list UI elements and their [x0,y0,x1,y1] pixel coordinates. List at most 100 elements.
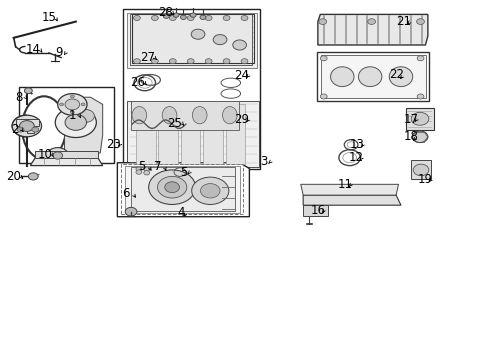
Circle shape [191,177,228,204]
Text: 12: 12 [348,151,363,164]
Bar [320,55,425,98]
Polygon shape [64,97,102,153]
Circle shape [151,59,158,64]
Circle shape [205,15,212,21]
Circle shape [320,56,326,61]
Text: 2: 2 [11,123,19,136]
Text: 19: 19 [417,173,432,186]
Circle shape [320,94,326,99]
Text: 11: 11 [337,178,351,191]
Text: 27: 27 [140,51,155,64]
Text: 16: 16 [310,204,325,217]
Circle shape [200,15,205,19]
Text: 26: 26 [130,76,145,89]
Text: 10: 10 [38,148,52,161]
Ellipse shape [358,67,381,86]
Circle shape [133,59,140,64]
Polygon shape [203,104,223,164]
Circle shape [187,59,194,64]
Text: 28: 28 [158,6,172,19]
Text: 23: 23 [106,138,121,150]
Circle shape [169,15,176,21]
Text: 3: 3 [260,155,267,168]
Circle shape [47,148,68,163]
Circle shape [416,19,424,24]
Polygon shape [117,163,249,217]
Circle shape [412,164,428,176]
Ellipse shape [330,67,353,86]
Circle shape [241,59,247,64]
Circle shape [65,99,80,110]
Polygon shape [35,151,98,158]
Circle shape [70,95,74,98]
Polygon shape [300,184,398,195]
Circle shape [416,56,423,61]
Circle shape [169,59,176,64]
Circle shape [232,40,246,50]
Circle shape [151,15,158,21]
Polygon shape [225,104,245,164]
Circle shape [24,88,32,94]
Ellipse shape [192,107,206,124]
Text: 7: 7 [153,160,161,173]
Text: 4: 4 [177,206,184,219]
Circle shape [200,184,220,198]
Circle shape [136,170,142,174]
Circle shape [125,207,137,216]
Circle shape [163,14,169,18]
Circle shape [318,19,326,24]
Circle shape [187,15,194,21]
Circle shape [28,173,38,180]
Text: 29: 29 [234,113,249,126]
Bar [121,164,242,214]
Circle shape [20,121,34,131]
Circle shape [60,103,63,106]
Circle shape [70,111,74,114]
Text: 6: 6 [122,187,130,200]
Circle shape [164,182,179,193]
Circle shape [12,115,41,137]
Ellipse shape [388,67,412,86]
Circle shape [53,152,62,159]
Circle shape [241,15,247,21]
Text: 21: 21 [395,15,410,28]
Circle shape [191,29,204,39]
Circle shape [143,171,149,175]
Circle shape [173,13,179,17]
Text: 25: 25 [167,117,182,130]
Ellipse shape [162,107,177,124]
Bar [19,87,114,163]
Circle shape [133,15,140,21]
Circle shape [143,167,149,171]
Polygon shape [129,14,251,65]
Bar [123,9,260,169]
Text: 18: 18 [403,130,417,143]
Text: 1: 1 [68,109,76,122]
Circle shape [65,114,86,130]
Circle shape [367,19,375,24]
Polygon shape [127,13,256,68]
Polygon shape [317,14,427,45]
Circle shape [58,94,87,115]
Text: 22: 22 [389,68,404,81]
Circle shape [136,167,142,171]
Bar [316,52,428,101]
Polygon shape [30,158,102,166]
Ellipse shape [132,107,146,124]
Polygon shape [405,108,433,130]
Circle shape [17,127,24,132]
Text: 17: 17 [403,113,417,126]
Circle shape [205,59,212,64]
Polygon shape [136,104,155,164]
Circle shape [180,15,186,19]
Polygon shape [131,167,234,211]
Text: 20: 20 [6,170,21,183]
Circle shape [410,112,428,125]
Circle shape [411,131,427,143]
Circle shape [148,170,195,204]
Text: 13: 13 [349,138,364,151]
Circle shape [157,176,186,198]
Text: 15: 15 [41,11,56,24]
Circle shape [55,107,96,138]
Polygon shape [127,101,259,167]
